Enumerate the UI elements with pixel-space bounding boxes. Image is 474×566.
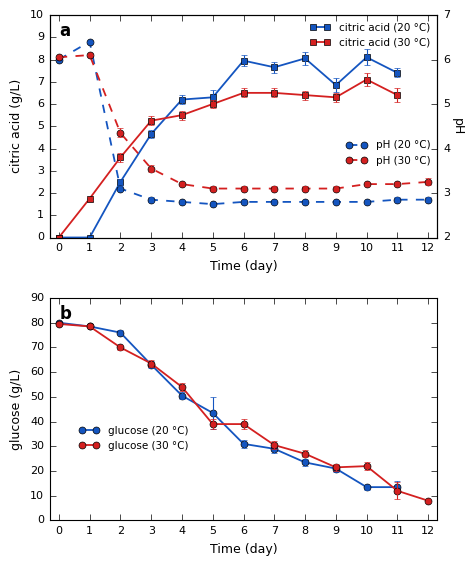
Y-axis label: citric acid (g/L): citric acid (g/L) xyxy=(10,79,23,173)
Text: b: b xyxy=(59,305,71,323)
X-axis label: Time (day): Time (day) xyxy=(210,543,277,556)
Y-axis label: glucose (g/L): glucose (g/L) xyxy=(10,368,23,450)
Legend: glucose (20 °C), glucose (30 °C): glucose (20 °C), glucose (30 °C) xyxy=(74,422,192,455)
Legend: pH (20 °C), pH (30 °C): pH (20 °C), pH (30 °C) xyxy=(342,136,434,170)
Y-axis label: pH: pH xyxy=(451,118,464,135)
X-axis label: Time (day): Time (day) xyxy=(210,260,277,273)
Text: a: a xyxy=(59,22,71,40)
